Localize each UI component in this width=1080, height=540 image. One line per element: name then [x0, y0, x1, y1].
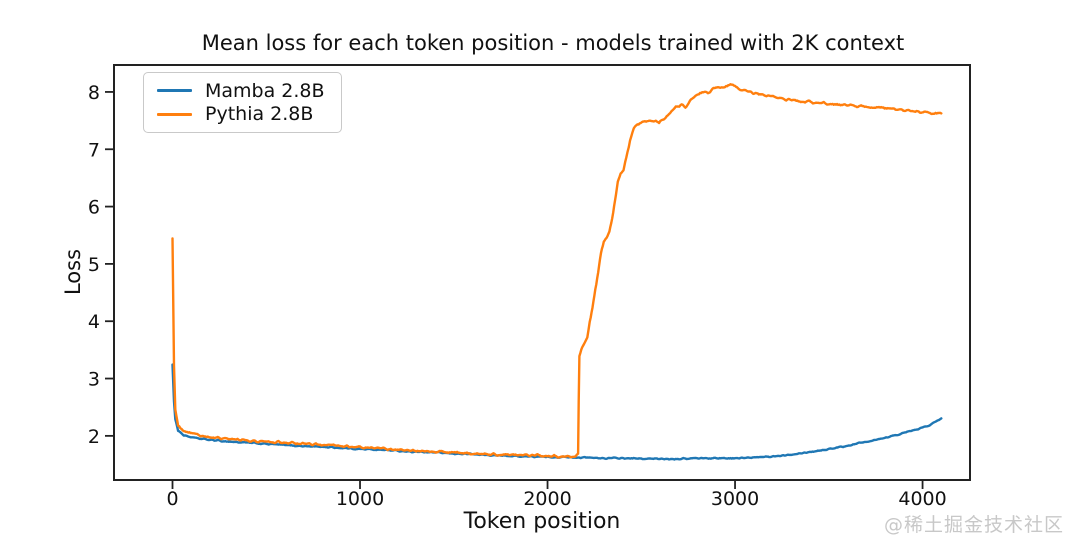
legend: Mamba 2.8B Pythia 2.8B: [143, 72, 342, 133]
y-tick-label: 3: [88, 369, 100, 391]
x-tick-label: 0: [166, 488, 178, 510]
series-line-mamba-2-8b: [171, 363, 943, 461]
x-tick-label: 3000: [711, 488, 759, 510]
mamba-line-swatch: [157, 89, 192, 93]
x-tick-label: 2000: [523, 488, 571, 510]
legend-item-mamba: Mamba 2.8B: [157, 79, 325, 103]
y-tick-label: 7: [88, 139, 100, 161]
plot-frame: [113, 64, 971, 481]
y-tick-label: 5: [88, 254, 100, 276]
watermark: @稀土掘金技术社区: [883, 514, 1064, 536]
x-axis-label: Token position: [463, 509, 621, 534]
x-tick-label: 1000: [336, 488, 384, 510]
y-tick-label: 2: [88, 426, 100, 448]
legend-label-mamba: Mamba 2.8B: [205, 79, 325, 102]
y-tick-label: 4: [88, 311, 100, 333]
legend-item-pythia: Pythia 2.8B: [157, 103, 325, 127]
y-tick-label: 6: [88, 197, 100, 219]
pythia-line-swatch: [157, 112, 192, 116]
y-tick-label: 8: [88, 82, 100, 104]
legend-label-pythia: Pythia 2.8B: [205, 103, 314, 126]
chart-title: Mean loss for each token position - mode…: [201, 31, 905, 55]
series-line-pythia-2-8b: [171, 83, 943, 459]
x-tick-label: 4000: [898, 488, 946, 510]
